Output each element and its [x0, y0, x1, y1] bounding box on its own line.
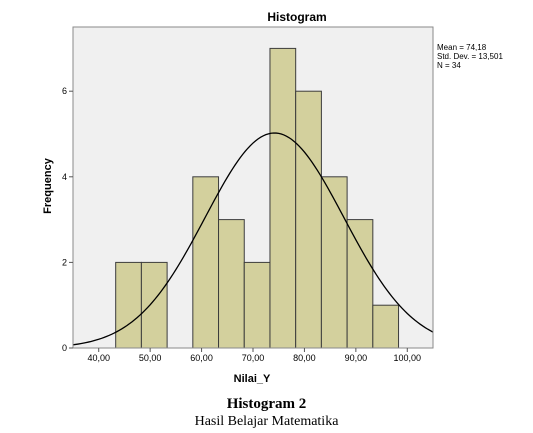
histogram-bar-4: [218, 219, 245, 349]
mean-stat: Mean = 74,18: [437, 43, 487, 52]
histogram-bar-8: [320, 176, 348, 349]
x-axis-label: Nilai_Y: [234, 373, 271, 385]
histogram-bar-2: [140, 261, 168, 349]
figure-caption-subtitle: Hasil Belajar Matematika: [194, 414, 339, 429]
x-tick-label: 60,00: [190, 353, 213, 363]
x-tick-label: 100,00: [394, 353, 422, 363]
x-tick-label: 90,00: [345, 353, 368, 363]
x-tick-label: 50,00: [139, 353, 162, 363]
histogram-bar-6: [269, 47, 297, 349]
normal-curve: [72, 132, 434, 346]
histogram-bar-7: [295, 90, 322, 349]
figure-caption-title: Histogram 2: [226, 396, 307, 412]
x-tick-label: 70,00: [242, 353, 265, 363]
x-tick-label: 40,00: [87, 353, 110, 363]
y-tick-label: 2: [62, 257, 67, 267]
axes-group: 40,00 50,00 60,00 70,00 80,00 90,00 100,00 0 2 4 6: [62, 86, 421, 363]
statistics-box: Mean = 74,18 Std. Dev. = 13,501 N = 34: [437, 43, 503, 70]
chart-title: Histogram: [267, 10, 326, 24]
histogram-bar-3: [192, 176, 220, 349]
y-tick-label: 0: [62, 343, 67, 353]
y-tick-label: 6: [62, 86, 67, 96]
histogram-bar-9: [346, 219, 374, 349]
n-stat: N = 34: [437, 61, 461, 70]
histogram-bar-5: [243, 261, 271, 349]
histogram-chart: 40,00 50,00 60,00 70,00 80,00 90,00 100,00 0 2 4 6…: [42, 10, 434, 385]
y-tick-label: 4: [62, 172, 67, 182]
histogram-bar-10: [372, 304, 400, 349]
histogram-bar-1: [115, 261, 142, 349]
x-tick-label: 80,00: [293, 353, 316, 363]
std-dev-stat: Std. Dev. = 13,501: [437, 52, 503, 61]
y-axis-label: Frequency: [42, 157, 54, 214]
bars-group: [115, 47, 400, 349]
